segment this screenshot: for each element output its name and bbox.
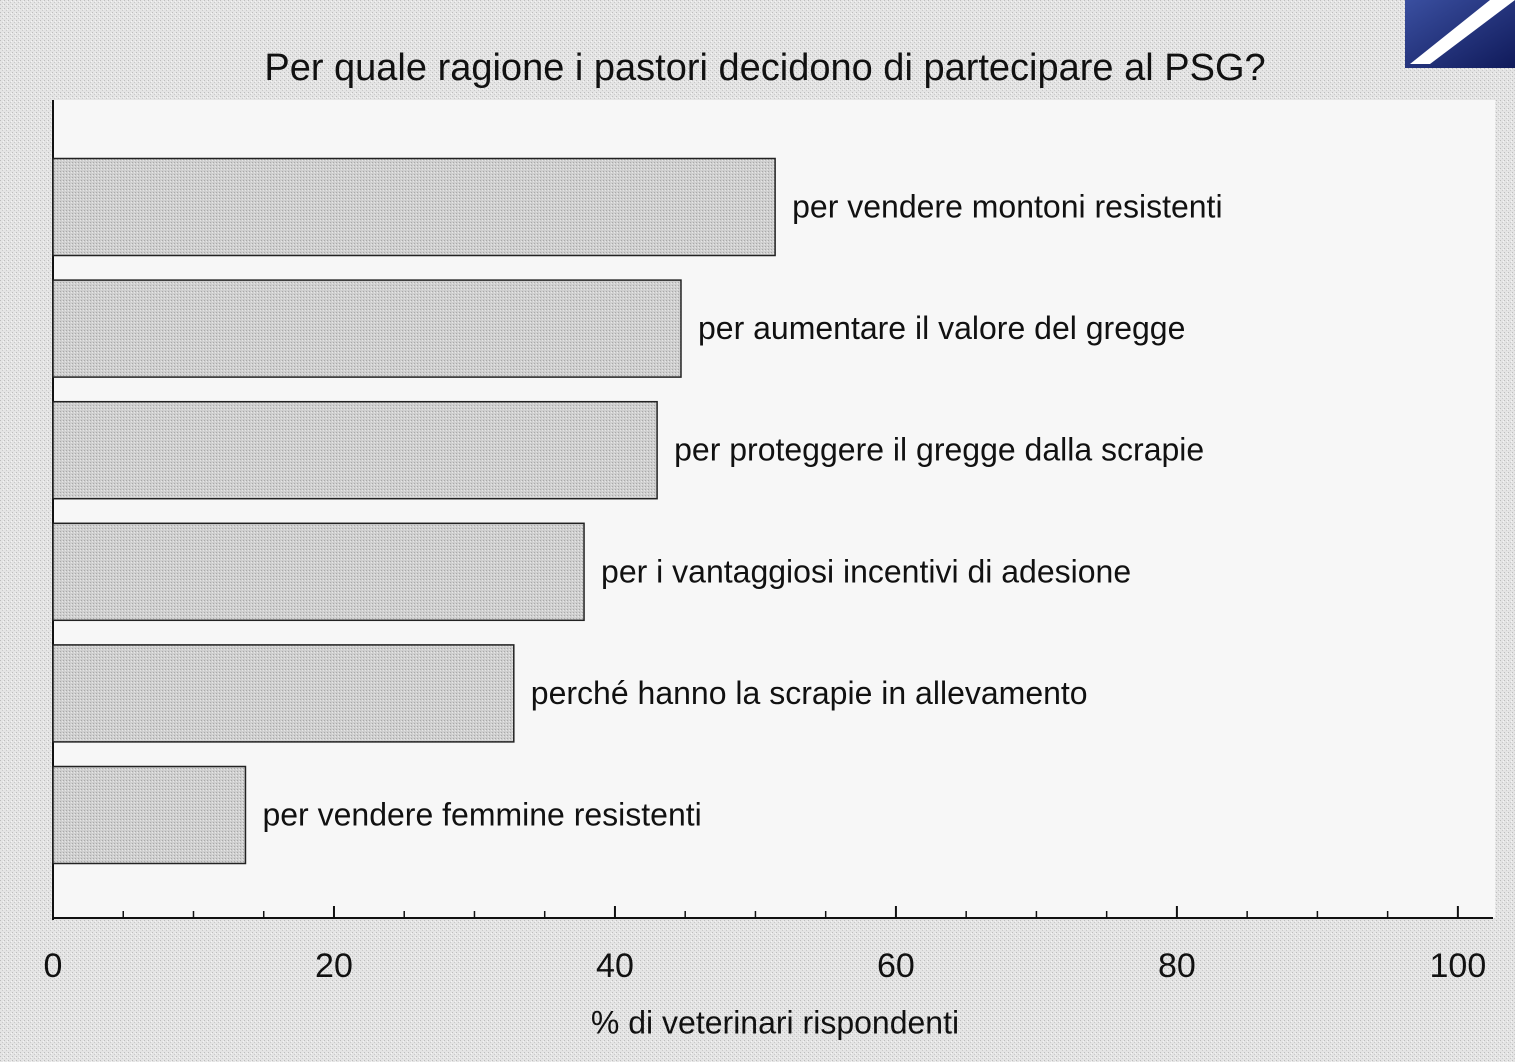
x-axis-label: % di veterinari rispondenti — [591, 1004, 959, 1040]
logo — [1405, 0, 1515, 68]
bar-category-label: perché hanno la scrapie in allevamento — [531, 675, 1088, 711]
x-tick-label: 20 — [315, 947, 353, 985]
bar-category-label: per vendere montoni resistenti — [792, 188, 1222, 224]
bar — [52, 279, 682, 378]
bar-category-label: per aumentare il valore del gregge — [698, 310, 1185, 346]
x-tick-label: 40 — [596, 947, 634, 985]
bar — [52, 644, 515, 743]
x-tick-label: 60 — [877, 947, 915, 985]
bar — [52, 157, 776, 257]
bar — [52, 522, 585, 622]
bar-category-label: per i vantaggiosi incentivi di adesione — [601, 553, 1131, 589]
x-tick-label: 80 — [1158, 947, 1196, 985]
bar-category-label: per proteggere il gregge dalla scrapie — [674, 432, 1204, 468]
x-tick-label: 100 — [1430, 947, 1487, 985]
bar — [52, 765, 247, 865]
bar-category-label: per vendere femmine resistenti — [262, 796, 701, 832]
bar — [52, 400, 658, 500]
x-tick-label: 0 — [44, 947, 63, 985]
chart-title: Per quale ragione i pastori decidono di … — [264, 47, 1265, 89]
